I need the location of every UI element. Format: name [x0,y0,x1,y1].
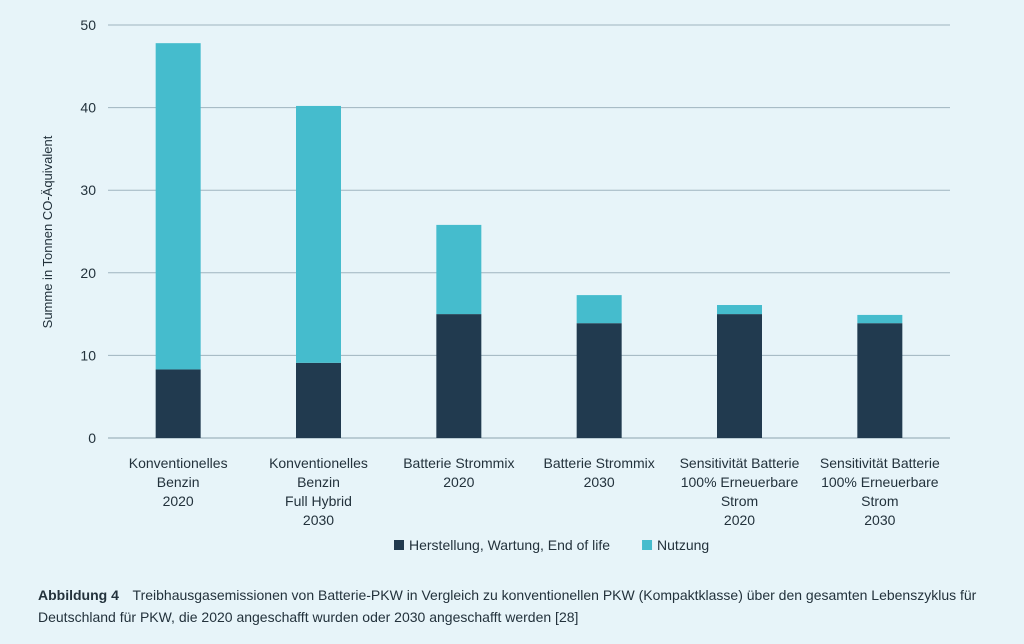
legend-swatch [642,540,653,550]
x-tick-label: Batterie Strommix 2030 [544,455,655,490]
stacked-bar-chart: Summe in Tonnen CO-Äquivalent 0 10 20 30 40 5… [40,17,950,553]
y-tick-label: 40 [80,100,96,116]
bars [155,43,903,438]
x-tick-label: Sensitivität Batterie 100% Erneuerbare Str… [680,455,800,528]
bar-nutzung-1 [155,43,201,370]
legend: Herstellung, Wartung, End of life Nutzung [394,537,709,553]
bar-herstellung-4 [576,323,622,438]
bar-nutzung-2 [296,105,341,363]
legend-label: Nutzung [657,537,709,553]
y-tick-label: 0 [88,430,96,446]
y-axis-label: Summe in Tonnen CO-Äquivalent [40,135,55,328]
legend-label: Herstellung, Wartung, End of life [409,537,610,553]
bar-herstellung-6 [857,323,903,438]
x-tick-label: Batterie Strommix 2020 [403,455,514,490]
y-tick-label: 30 [80,182,96,198]
legend-swatch [394,540,404,550]
x-tick-label: Sensitivität Batterie 100% Erneuerbare Str… [820,455,940,528]
caption-text: Treibhausgasemissionen von Batterie-PKW … [38,587,977,625]
x-tick-label: Konventionelles Benzin Full Hybrid 2030 [269,455,368,528]
caption-label: Abbildung 4 [38,587,119,603]
y-tick-label: 50 [80,17,96,33]
gridlines [108,24,950,439]
bar-herstellung-1 [155,369,201,438]
y-tick-label: 20 [80,265,96,281]
bar-herstellung-3 [436,314,482,438]
x-tick-labels: Konventionelles Benzin 2020 Konventionelles… [129,455,940,528]
bar-nutzung-5 [717,305,762,315]
figure-caption: Abbildung 4 Treibhausgasemissionen von B… [38,584,998,628]
bar-herstellung-5 [717,314,762,438]
y-tick-labels: 0 10 20 30 40 50 [80,17,96,446]
bar-nutzung-6 [857,314,903,324]
bar-nutzung-4 [576,295,622,324]
x-tick-label: Konventionelles Benzin 2020 [129,455,228,509]
bar-herstellung-2 [296,362,341,438]
bar-nutzung-3 [436,224,482,315]
y-tick-label: 10 [80,347,96,363]
